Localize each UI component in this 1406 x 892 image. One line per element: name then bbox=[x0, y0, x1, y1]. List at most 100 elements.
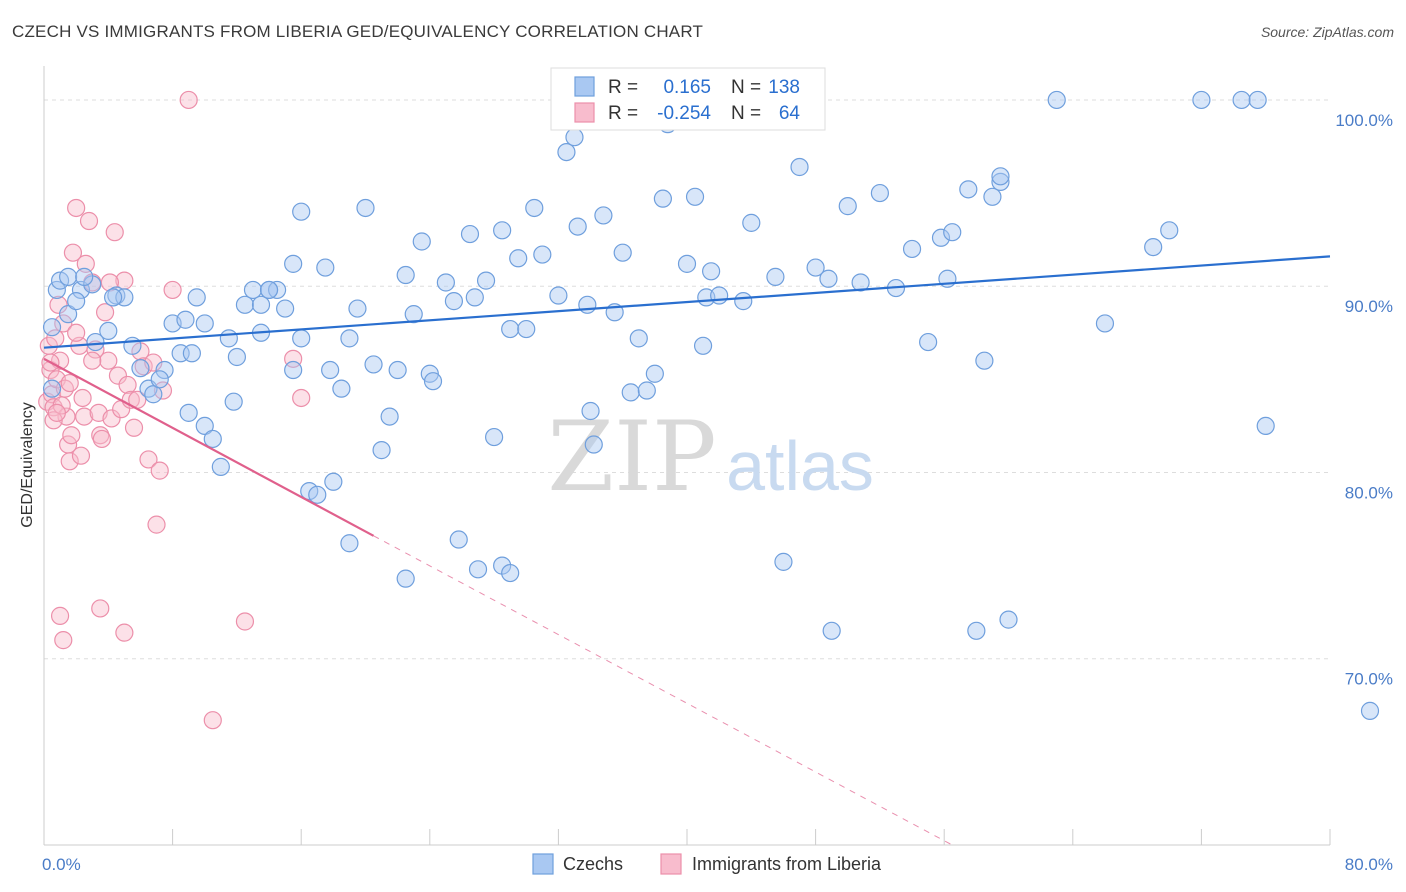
czech-point-112 bbox=[983, 187, 1002, 206]
y-tick-label-2: 90.0% bbox=[1345, 297, 1393, 316]
czech-point-59 bbox=[460, 224, 480, 244]
y-tick-label-0: 70.0% bbox=[1345, 670, 1393, 689]
liberia-point-25 bbox=[99, 351, 118, 370]
czech-point-116 bbox=[1047, 90, 1066, 110]
y-tick-label-1: 80.0% bbox=[1345, 483, 1393, 502]
liberia-point-12 bbox=[60, 452, 79, 471]
czech-point-31 bbox=[243, 280, 263, 300]
watermark-atlas: atlas bbox=[726, 427, 874, 505]
czech-point-88 bbox=[693, 336, 713, 355]
czech-point-52 bbox=[396, 265, 415, 285]
liberia-point-47 bbox=[54, 631, 73, 650]
czech-point-49 bbox=[372, 441, 391, 460]
czech-point-21 bbox=[176, 310, 195, 329]
czech-point-72 bbox=[568, 217, 587, 236]
czech-point-42 bbox=[316, 258, 335, 277]
liberia-point-8 bbox=[54, 314, 73, 333]
czech-point-29 bbox=[224, 392, 243, 411]
czech-point-76 bbox=[594, 206, 613, 225]
liberia-point-36 bbox=[139, 450, 158, 469]
czech-point-66 bbox=[517, 319, 536, 339]
liberia-point-33 bbox=[124, 418, 144, 437]
czech-point-91 bbox=[710, 286, 729, 305]
czech-point-113 bbox=[991, 172, 1010, 191]
czech-point-133 bbox=[324, 472, 343, 491]
czech-point-43 bbox=[321, 360, 340, 380]
liberia-point-35 bbox=[134, 357, 153, 376]
series-legend-label-czechs: Czechs bbox=[563, 854, 623, 874]
czech-point-38 bbox=[284, 360, 303, 380]
czech-point-97 bbox=[806, 258, 825, 277]
liberia-point-50 bbox=[49, 295, 68, 314]
liberia-point-43 bbox=[235, 612, 255, 631]
czech-point-58 bbox=[444, 292, 464, 311]
czech-point-37 bbox=[284, 254, 303, 273]
chart-title: CZECH VS IMMIGRANTS FROM LIBERIA GED/EQU… bbox=[12, 22, 704, 41]
czech-point-73 bbox=[578, 295, 597, 314]
czech-point-127 bbox=[468, 560, 488, 579]
czech-point-137 bbox=[182, 344, 201, 363]
czech-point-39 bbox=[292, 202, 311, 221]
source-label: Source: ZipAtlas.com bbox=[1260, 24, 1394, 40]
watermark-zip: ZIP bbox=[547, 401, 716, 513]
czech-point-129 bbox=[501, 563, 520, 583]
czech-point-24 bbox=[179, 403, 198, 422]
czech-point-25 bbox=[195, 416, 214, 436]
czech-point-114 bbox=[991, 167, 1010, 186]
series-legend-swatch-liberia bbox=[660, 853, 682, 875]
grid-lines bbox=[44, 99, 1330, 660]
series-legend: Czechs Immigrants from Liberia bbox=[532, 853, 882, 875]
czech-point-123 bbox=[1256, 416, 1275, 436]
czech-point-67 bbox=[525, 198, 544, 218]
czech-point-104 bbox=[902, 239, 922, 259]
czech-point-36 bbox=[259, 280, 279, 300]
czech-point-15 bbox=[131, 359, 150, 378]
czech-point-120 bbox=[1192, 90, 1211, 110]
czech-point-135 bbox=[150, 370, 169, 389]
liberia-point-52 bbox=[67, 323, 86, 342]
czech-point-22 bbox=[187, 288, 206, 307]
liberia-point-45 bbox=[292, 388, 311, 408]
czech-point-118 bbox=[1144, 237, 1163, 257]
y-tick-label-3: 100.0% bbox=[1335, 111, 1393, 130]
czech-point-28 bbox=[219, 329, 238, 348]
liberia-point-40 bbox=[163, 280, 182, 300]
czech-point-82 bbox=[645, 364, 664, 383]
czech-point-9 bbox=[75, 267, 94, 286]
czech-point-96 bbox=[790, 157, 809, 177]
czech-point-53 bbox=[404, 305, 423, 324]
czech-point-74 bbox=[581, 401, 600, 421]
trend-lines bbox=[43, 255, 1331, 846]
czech-point-41 bbox=[308, 485, 327, 504]
liberia-point-37 bbox=[147, 515, 166, 534]
czech-point-44 bbox=[332, 379, 351, 398]
liberia-point-17 bbox=[75, 407, 94, 426]
czech-point-115 bbox=[999, 610, 1018, 629]
czech-point-75 bbox=[584, 435, 603, 454]
czech-point-81 bbox=[637, 381, 656, 400]
czech-point-92 bbox=[734, 292, 753, 311]
czech-point-69 bbox=[549, 286, 568, 305]
liberia-point-27 bbox=[105, 223, 124, 242]
axes bbox=[43, 66, 1331, 846]
liberia-point-63 bbox=[47, 403, 66, 422]
czech-point-46 bbox=[348, 299, 367, 318]
x-tick-label-max: 80.0% bbox=[1345, 855, 1393, 874]
liberia-point-19 bbox=[79, 211, 99, 231]
czech-point-111 bbox=[975, 351, 994, 370]
czech-point-126 bbox=[449, 530, 468, 549]
czech-point-0 bbox=[42, 318, 62, 337]
czech-point-32 bbox=[251, 295, 271, 314]
czech-point-26 bbox=[203, 429, 222, 449]
legend-n-value-liberia: 64 bbox=[779, 103, 801, 124]
liberia-point-46 bbox=[50, 606, 70, 625]
czech-point-86 bbox=[677, 254, 697, 273]
series-legend-swatch-czechs bbox=[532, 853, 554, 875]
czech-point-87 bbox=[685, 187, 705, 206]
czech-point-106 bbox=[931, 228, 951, 247]
legend-n-value-czechs: 138 bbox=[768, 77, 800, 98]
liberia-point-51 bbox=[63, 243, 83, 262]
czech-point-12 bbox=[104, 288, 123, 307]
liberia-point-54 bbox=[95, 303, 115, 322]
